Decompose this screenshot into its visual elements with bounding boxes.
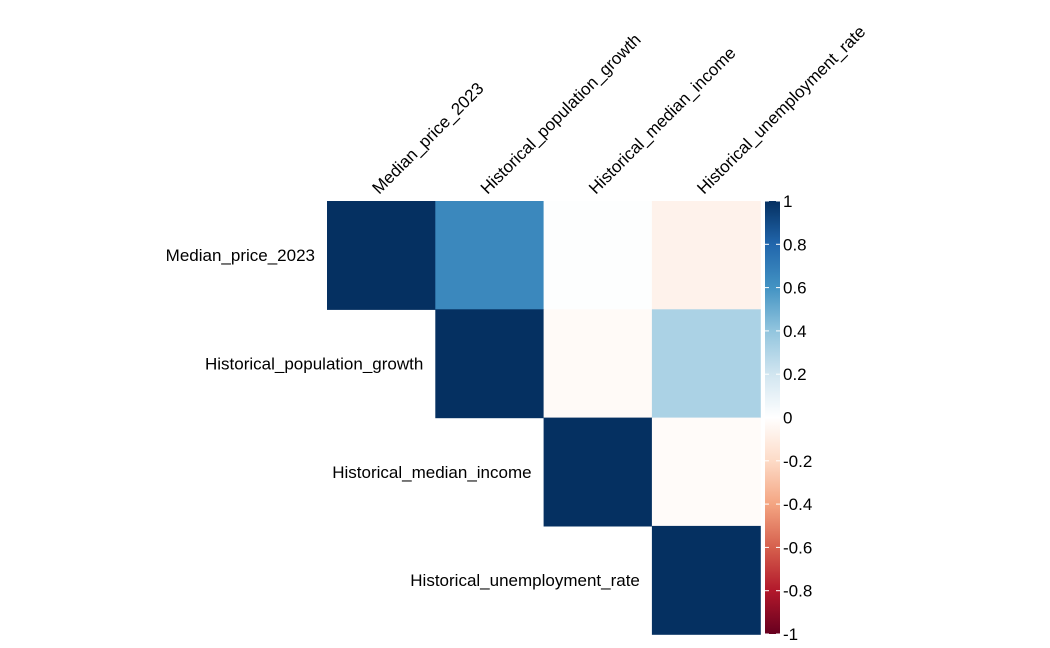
colorbar-tick-label: 0 xyxy=(783,409,792,428)
cell-median-price-2023-x-historical-median-income xyxy=(543,201,653,310)
cell-median-price-2023-x-median-price-2023 xyxy=(327,201,436,310)
colorbar-tick-label: -0.2 xyxy=(783,452,812,471)
colorbar-ticks: 1 0.8 0.6 0.4 0.2 0 -0.2 -0.4 -0.6 -0.8 -1 xyxy=(765,192,812,644)
cell-historical-unemployment-rate-x-historical-unemployment-rate xyxy=(651,525,761,635)
colorbar-tick-label: 0.8 xyxy=(783,235,807,254)
column-label-median-price-2023: Median_price_2023 xyxy=(369,79,488,198)
row-label-historical-unemployment-rate: Historical_unemployment_rate xyxy=(410,571,640,590)
colorbar-tick-label: -0.4 xyxy=(783,495,812,514)
colorbar-tick-label: -0.8 xyxy=(783,582,812,601)
row-label-historical-median-income: Historical_median_income xyxy=(332,463,531,482)
cell-historical-population-growth-x-historical-unemployment-rate xyxy=(651,309,761,419)
cell-median-price-2023-x-historical-unemployment-rate xyxy=(651,201,761,310)
colorbar-tick-label: 0.6 xyxy=(783,279,807,298)
colorbar-tick-label: 0.2 xyxy=(783,365,807,384)
cell-historical-median-income-x-historical-median-income xyxy=(543,417,653,527)
row-label-historical-population-growth: Historical_population_growth xyxy=(205,354,423,373)
row-label-median-price-2023: Median_price_2023 xyxy=(166,246,315,265)
colorbar-tick-label: -0.6 xyxy=(783,538,812,557)
row-labels: Median_price_2023 Historical_population_g… xyxy=(166,246,640,590)
cell-median-price-2023-x-historical-population-growth xyxy=(435,201,545,310)
colorbar-tick-label: -1 xyxy=(783,625,798,644)
colorbar-tick-label: 1 xyxy=(783,192,792,211)
colorbar: 1 0.8 0.6 0.4 0.2 0 -0.2 -0.4 -0.6 -0.8 -1 xyxy=(765,192,812,644)
heatmap-cells xyxy=(327,201,761,635)
cell-historical-population-growth-x-historical-median-income xyxy=(543,309,653,419)
column-labels: Median_price_2023Historical_population_g… xyxy=(369,22,870,198)
colorbar-gradient xyxy=(765,201,780,634)
cell-historical-median-income-x-historical-unemployment-rate xyxy=(651,417,761,527)
colorbar-tick-label: 0.4 xyxy=(783,322,807,341)
cell-historical-population-growth-x-historical-population-growth xyxy=(435,309,545,419)
